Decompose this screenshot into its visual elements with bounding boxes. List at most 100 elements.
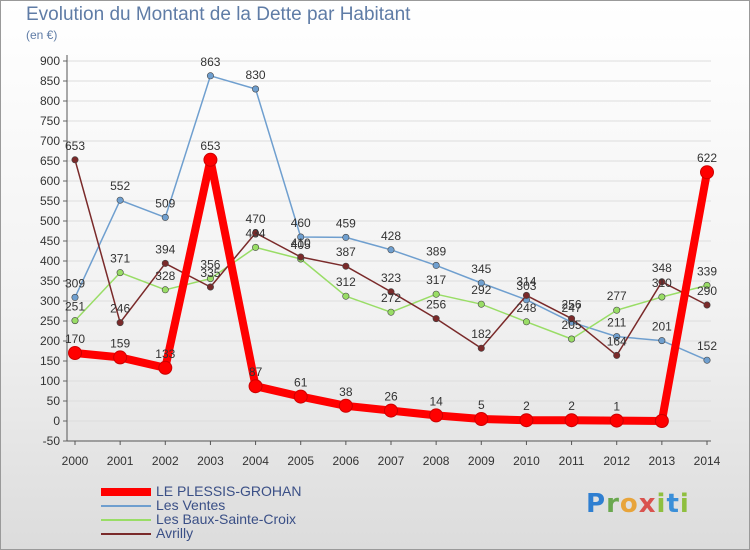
data-label: 38	[339, 385, 353, 399]
chart-unit: (en €)	[26, 28, 58, 42]
y-tick-label: 450	[40, 234, 60, 248]
data-label: 247	[562, 301, 582, 315]
data-label: 14	[429, 394, 443, 408]
data-point	[297, 233, 305, 241]
x-tick-label: 2000	[62, 454, 89, 468]
data-point	[477, 300, 485, 308]
data-label: 389	[426, 244, 446, 258]
data-label: 356	[200, 258, 220, 272]
data-label: 2	[523, 399, 530, 413]
y-tick-label: 600	[40, 174, 60, 188]
data-point	[522, 291, 530, 299]
data-label: 653	[65, 139, 85, 153]
chart-title: Evolution du Montant de la Dette par Hab…	[26, 4, 411, 25]
legend-swatch	[101, 488, 151, 496]
data-label: 152	[697, 339, 717, 353]
data-point	[116, 196, 124, 204]
x-tick-label: 2001	[107, 454, 134, 468]
data-point	[206, 72, 214, 80]
data-point	[293, 389, 308, 404]
data-point	[71, 156, 79, 164]
data-point	[248, 379, 263, 394]
data-label: 335	[200, 266, 220, 280]
data-point	[568, 315, 576, 323]
data-label: 317	[426, 273, 446, 287]
data-point	[432, 261, 440, 269]
legend-label: LE PLESSIS-GROHAN	[156, 483, 302, 499]
x-tick-label: 2006	[333, 454, 360, 468]
data-label: 5	[478, 398, 485, 412]
data-point	[703, 281, 711, 289]
data-point	[384, 403, 398, 418]
data-label: 272	[381, 291, 401, 305]
data-point	[432, 290, 440, 298]
y-tick-label: 0	[53, 414, 60, 428]
y-tick-label: 400	[40, 254, 60, 268]
y-tick-label: 700	[40, 134, 60, 148]
data-point	[658, 278, 666, 286]
data-point	[158, 360, 173, 375]
data-point	[342, 292, 350, 300]
data-label: 256	[562, 298, 582, 312]
data-label: 830	[246, 68, 266, 82]
x-tick-label: 2007	[378, 454, 405, 468]
data-point	[387, 308, 395, 316]
data-label: 211	[607, 316, 626, 330]
x-tick-label: 2010	[513, 454, 540, 468]
data-point	[71, 317, 79, 325]
data-point	[387, 288, 395, 296]
data-label: 310	[652, 276, 672, 290]
data-label: 428	[381, 229, 401, 243]
data-point	[613, 351, 621, 359]
x-tick-label: 2003	[197, 454, 224, 468]
y-tick-label: 550	[40, 194, 60, 208]
x-tick-label: 2009	[468, 454, 495, 468]
data-label: 509	[155, 196, 175, 210]
data-label: 405	[291, 238, 311, 252]
data-label: 1	[613, 400, 620, 414]
y-tick-label: -50	[43, 434, 61, 448]
data-label: 256	[426, 298, 446, 312]
data-label: 303	[516, 279, 536, 293]
data-label: 201	[652, 320, 672, 334]
data-point	[252, 229, 260, 237]
data-point	[113, 350, 128, 365]
data-point	[161, 259, 169, 267]
y-tick-label: 850	[40, 74, 60, 88]
data-label: 653	[200, 139, 220, 153]
data-point	[700, 165, 714, 180]
x-tick-label: 2005	[287, 454, 314, 468]
data-label: 292	[471, 283, 491, 297]
data-label: 277	[607, 289, 627, 303]
data-point	[568, 335, 576, 343]
data-point	[203, 152, 218, 167]
data-label: 312	[336, 275, 356, 289]
y-tick-label: 900	[40, 54, 60, 68]
data-label: 248	[516, 301, 536, 315]
data-point	[432, 315, 440, 323]
data-label: 345	[471, 262, 491, 276]
y-tick-label: 300	[40, 294, 60, 308]
data-point	[68, 346, 82, 360]
data-point	[477, 279, 485, 287]
data-point	[564, 413, 579, 428]
legend-label: Les Ventes	[156, 497, 226, 513]
data-label: 470	[246, 212, 266, 226]
legend-swatch	[101, 519, 151, 521]
data-label: 205	[562, 318, 582, 332]
data-label: 328	[155, 269, 175, 283]
data-label: 309	[65, 276, 85, 290]
data-point	[338, 398, 353, 413]
y-tick-label: 800	[40, 94, 60, 108]
data-point	[613, 333, 621, 341]
x-tick-label: 2012	[603, 454, 630, 468]
x-tick-label: 2008	[423, 454, 450, 468]
data-label: 246	[110, 302, 130, 316]
data-point	[703, 301, 711, 309]
data-point	[206, 275, 214, 283]
data-label: 410	[291, 236, 311, 250]
data-point	[519, 413, 534, 428]
data-point	[522, 318, 530, 326]
data-point	[658, 293, 666, 301]
